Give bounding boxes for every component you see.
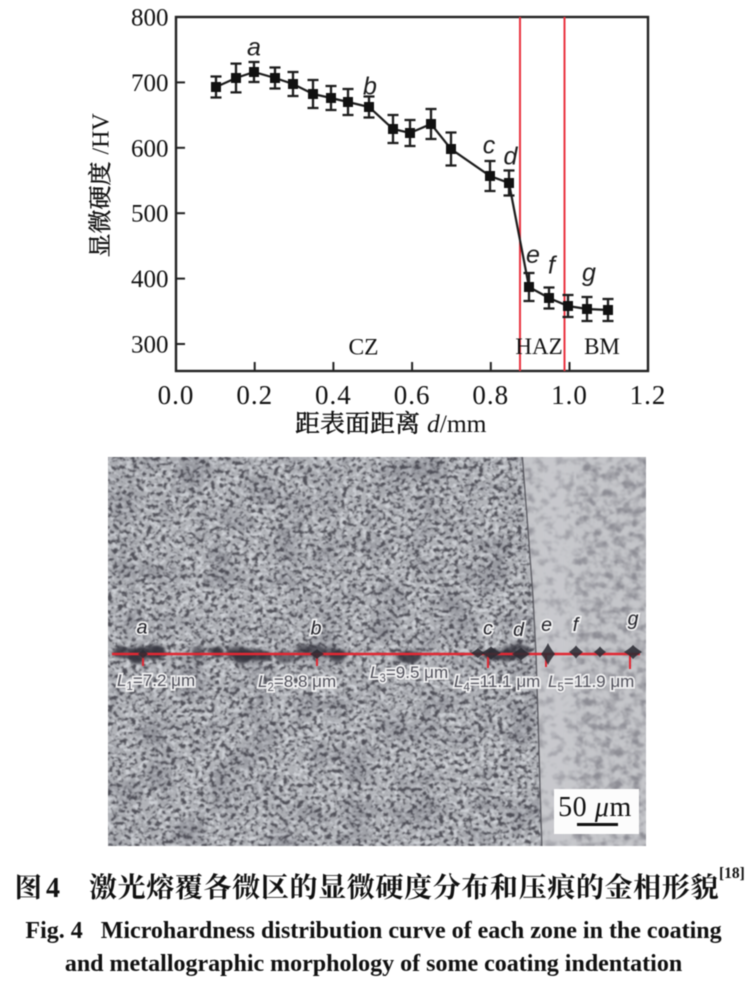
svg-text:700: 700 (131, 70, 169, 97)
svg-text:500: 500 (131, 201, 169, 228)
svg-text:g: g (582, 259, 596, 287)
svg-text:e: e (526, 241, 540, 269)
svg-text:50 μm: 50 μm (558, 792, 632, 823)
svg-text:a: a (137, 617, 148, 639)
svg-text:1.2: 1.2 (630, 380, 667, 410)
svg-text:e: e (541, 614, 552, 636)
svg-text:0.4: 0.4 (315, 380, 352, 410)
svg-text:a: a (247, 34, 261, 62)
svg-text:L1=7.2 μm: L1=7.2 μm (117, 671, 195, 693)
svg-text:800: 800 (131, 5, 169, 32)
svg-text:d: d (513, 619, 525, 641)
svg-text:L3=9.5 μm: L3=9.5 μm (370, 663, 448, 685)
svg-text:0.0: 0.0 (158, 380, 195, 410)
svg-text:L5=11.9 μm: L5=11.9 μm (548, 672, 634, 694)
svg-text:CZ: CZ (348, 335, 378, 361)
svg-text:0.8: 0.8 (472, 380, 509, 410)
svg-text:/HV: /HV (89, 113, 115, 155)
svg-text:0.6: 0.6 (394, 380, 431, 410)
svg-text:b: b (363, 73, 377, 101)
svg-text:HAZ: HAZ (515, 334, 562, 359)
svg-text:Fig. 4 Microhardness distrib: Fig. 4 Microhardness distribution curve … (25, 918, 721, 944)
svg-text:c: c (483, 132, 496, 160)
svg-text:[18]: [18] (719, 865, 745, 882)
svg-text:L4=11.1 μm: L4=11.1 μm (454, 672, 540, 694)
svg-text:and metallographic morphology: and metallographic morphology of some co… (65, 951, 682, 977)
svg-text:d: d (504, 143, 519, 171)
svg-text:300: 300 (131, 332, 169, 359)
svg-text:c: c (483, 618, 493, 640)
svg-text:600: 600 (131, 135, 169, 162)
svg-text:f: f (573, 614, 581, 636)
svg-text:0.2: 0.2 (236, 380, 273, 410)
svg-text:b: b (311, 618, 322, 640)
svg-text:L2=8.8 μm: L2=8.8 μm (258, 672, 336, 694)
svg-text:1.0: 1.0 (551, 380, 588, 410)
svg-text:400: 400 (131, 266, 169, 293)
svg-text:d/mm: d/mm (427, 409, 487, 438)
svg-text:f: f (548, 252, 558, 280)
svg-text:g: g (628, 608, 639, 630)
svg-text:4: 4 (46, 873, 60, 904)
svg-text:BM: BM (584, 334, 620, 359)
